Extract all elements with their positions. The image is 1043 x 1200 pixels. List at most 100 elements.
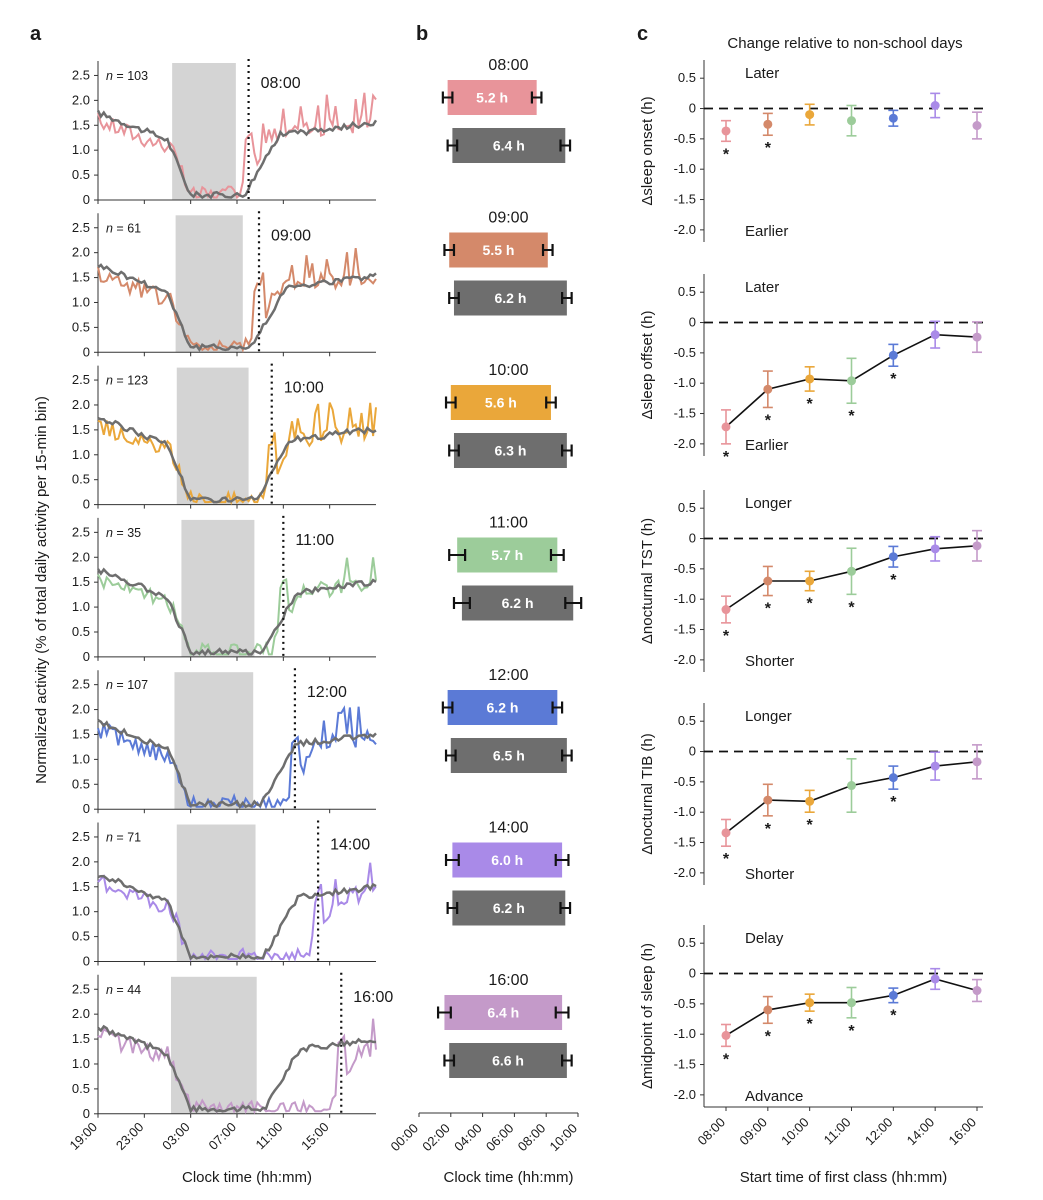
activity-y-tick-label: 2.5	[72, 372, 90, 387]
non-school-day-sleep-bar	[453, 280, 567, 316]
change-point-14-00	[930, 330, 940, 340]
activity-subplot-08-00: 0 0.5 1.0 1.5 2.0 2.5 n = 103 08:00	[72, 59, 378, 207]
activity-y-tick-label: 1.5	[72, 726, 90, 741]
activity-y-tick-label: 1.5	[72, 270, 90, 285]
activity-y-tick-label: 2.0	[72, 702, 90, 717]
significance-star: *	[807, 817, 814, 834]
school-day-duration-label: 6.2 h	[487, 700, 519, 716]
change-point-10-00	[805, 796, 815, 806]
direction-label-top: Later	[745, 65, 779, 82]
change-y-tick-label: -1.0	[674, 591, 696, 606]
significance-star: *	[807, 1016, 814, 1033]
sample-size-label: n = 35	[106, 526, 141, 540]
class-time-label: 10:00	[488, 362, 528, 379]
school-day-duration-label: 6.0 h	[491, 852, 523, 868]
activity-y-tick-label: 2.5	[72, 677, 90, 692]
change-point-10-00	[805, 998, 815, 1008]
change-y-tick-label: 0.5	[678, 284, 696, 299]
change-point-11-00	[847, 998, 856, 1008]
change-point-09-00	[763, 576, 773, 586]
activity-y-tick-label: 2.0	[72, 245, 90, 260]
school-day-duration-label: 5.6 h	[485, 395, 517, 411]
activity-y-tick-label: 0.5	[72, 167, 90, 182]
change-y-axis-label: Δmidpoint of sleep (h)	[639, 943, 656, 1089]
sample-size-value: = 103	[113, 69, 148, 83]
significance-star: *	[765, 601, 772, 618]
change-point-12-00	[888, 552, 898, 562]
activity-y-tick-label: 1.0	[72, 599, 90, 614]
non-school-day-activity-line	[97, 263, 377, 353]
significance-star: *	[723, 146, 730, 163]
significance-star: *	[765, 412, 772, 429]
activity-y-tick-label: 2.0	[72, 92, 90, 107]
panel-letter-c: c	[637, 23, 648, 45]
panel-a-activity-profiles: 0 0.5 1.0 1.5 2.0 2.5 n = 103 08:00 0 0.5 1.0 1.5 2.…	[33, 59, 393, 1186]
school-day-activity-line	[97, 705, 377, 810]
sleep-bar-group-10-00: 10:00 5.6 h 6.3 h	[444, 362, 573, 468]
direction-label-top: Longer	[745, 495, 792, 512]
change-point-16-00	[972, 332, 982, 342]
school-day-duration-label: 5.7 h	[491, 547, 523, 563]
change-y-tick-label: 0.5	[678, 70, 696, 85]
non-school-day-duration-label: 6.5 h	[493, 748, 525, 764]
activity-y-tick-label: 2.0	[72, 1006, 90, 1021]
change-point-08-00	[721, 1030, 731, 1040]
sample-size-n-symbol: n	[106, 526, 113, 540]
change-y-tick-label: -0.5	[674, 996, 696, 1011]
significance-star: *	[807, 596, 814, 613]
activity-y-tick-label: 0	[83, 649, 90, 664]
activity-y-tick-label: 0.5	[72, 624, 90, 639]
activity-subplot-14-00: 0 0.5 1.0 1.5 2.0 2.5 n = 71 14:00	[72, 820, 377, 969]
sample-size-label: n = 61	[106, 221, 141, 235]
school-day-sleep-bar	[444, 995, 563, 1030]
activity-y-tick-label: 2.5	[72, 981, 90, 996]
sample-size-label: n = 123	[106, 374, 148, 388]
sleep-period-shade	[170, 976, 257, 1114]
activity-y-tick-label: 2.5	[72, 220, 90, 235]
school-day-activity-line	[97, 247, 377, 353]
class-time-label: 16:00	[488, 972, 528, 989]
sleep-period-shade	[176, 367, 249, 505]
change-point-12-00	[888, 773, 898, 783]
change-y-tick-label: 0.5	[678, 713, 696, 728]
change-y-tick-label: 0	[689, 531, 696, 546]
class-time-label: 12:00	[488, 667, 528, 684]
class-time-label: 14:00	[330, 837, 370, 854]
activity-y-tick-label: 2.0	[72, 397, 90, 412]
activity-subplot-10-00: 0 0.5 1.0 1.5 2.0 2.5 n = 123 10:00	[72, 363, 377, 512]
non-school-day-sleep-bar	[452, 890, 566, 926]
change-y-tick-label: -0.5	[674, 774, 696, 789]
significance-star: *	[765, 140, 772, 157]
change-y-tick-label: -2.0	[674, 865, 696, 880]
change-point-16-00	[972, 757, 982, 767]
change-point-12-00	[888, 113, 898, 123]
sample-size-value: = 35	[113, 526, 141, 540]
school-day-sleep-bar	[447, 690, 558, 725]
activity-y-tick-label: 0	[83, 344, 90, 359]
non-school-day-sleep-bar	[461, 585, 574, 621]
activity-y-tick-label: 2.5	[72, 67, 90, 82]
change-point-12-00	[888, 350, 898, 360]
activity-y-tick-label: 2.5	[72, 829, 90, 844]
change-point-08-00	[721, 422, 731, 432]
school-day-sleep-bar	[449, 232, 548, 268]
school-day-activity-line	[97, 92, 377, 200]
change-y-tick-label: -1.5	[674, 406, 696, 421]
significance-star: *	[765, 821, 772, 838]
direction-label-bottom: Shorter	[745, 653, 794, 670]
change-point-09-00	[763, 384, 773, 394]
sleep-bar-group-08-00: 08:00 5.2 h 6.4 h	[441, 57, 572, 163]
change-y-axis-label: Δnocturnal TIB (h)	[639, 733, 656, 854]
change-point-08-00	[721, 126, 731, 136]
sample-size-n-symbol: n	[106, 221, 113, 235]
non-school-day-activity-line	[97, 1024, 377, 1115]
activity-y-tick-label: 1.5	[72, 574, 90, 589]
activity-y-tick-label: 0	[83, 1106, 90, 1121]
change-y-tick-label: -1.5	[674, 192, 696, 207]
activity-y-tick-label: 1.5	[72, 1031, 90, 1046]
non-school-day-activity-line	[97, 417, 377, 504]
change-point-12-00	[888, 990, 898, 1000]
change-point-08-00	[721, 828, 731, 838]
change-point-10-00	[805, 374, 815, 384]
activity-y-tick-label: 1.0	[72, 447, 90, 462]
